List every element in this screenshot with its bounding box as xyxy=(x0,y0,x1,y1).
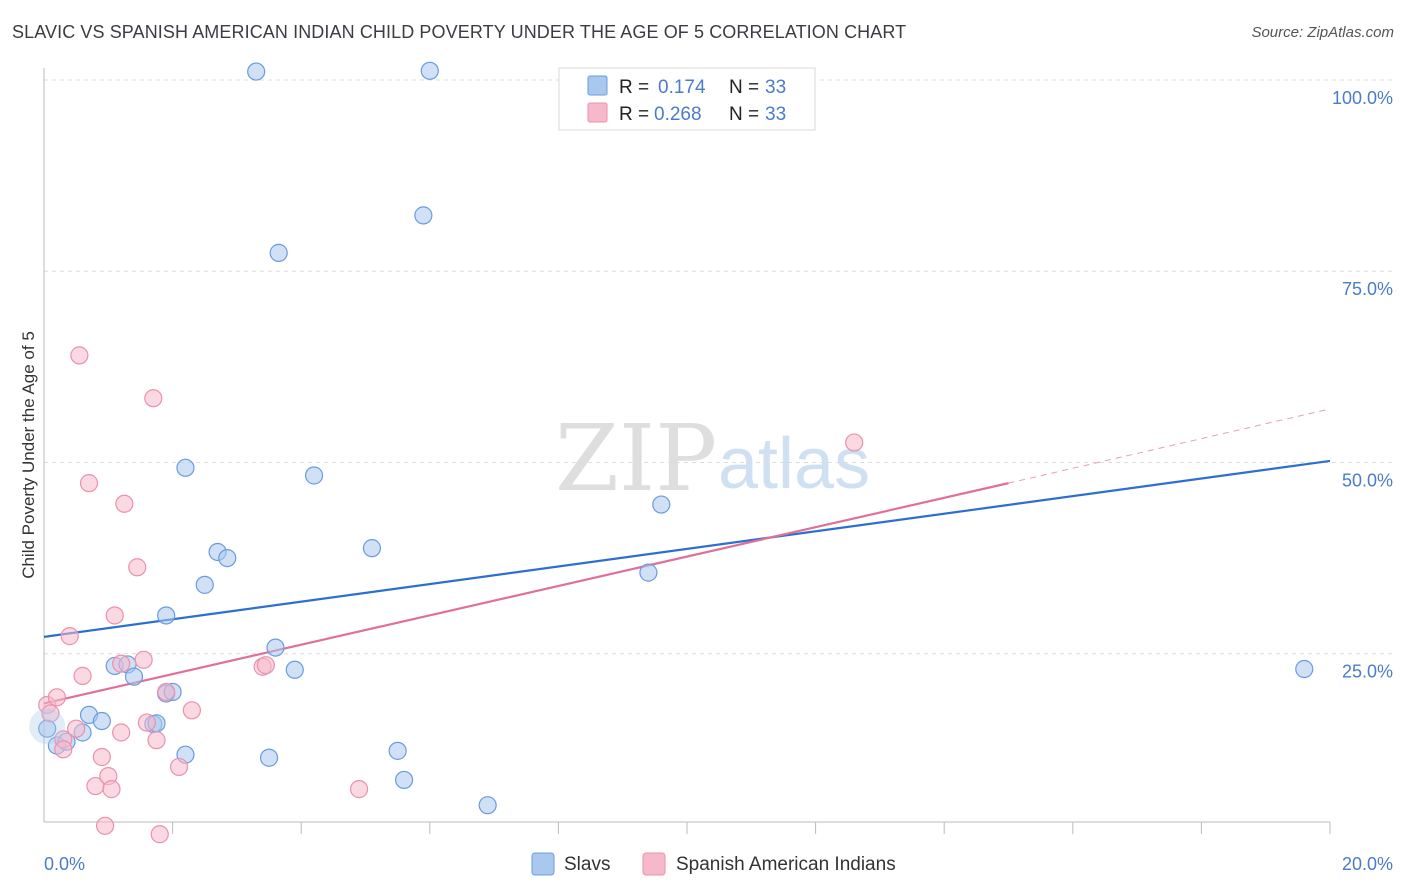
y-tick-label-1: 50.0% xyxy=(1342,470,1393,490)
point-spanish-21 xyxy=(137,713,156,732)
legend-top-n-value-spanish: 33 xyxy=(765,104,786,125)
legend-top-n-value-slavs: 33 xyxy=(765,77,786,98)
point-slavs-cluster xyxy=(29,708,66,745)
point-slavs-31 xyxy=(639,563,658,582)
point-slavs-24 xyxy=(304,466,324,485)
legend-top-swatch-spanish xyxy=(587,102,608,123)
point-spanish-16 xyxy=(112,654,131,673)
point-spanish-30 xyxy=(349,780,369,799)
x-tick-labels: 0.0% 20.0% xyxy=(44,854,1393,874)
point-slavs-16 xyxy=(195,575,214,594)
point-slavs-8 xyxy=(124,667,144,686)
point-slavs-22 xyxy=(269,243,288,262)
chart-title: SLAVIC VS SPANISH AMERICAN INDIAN CHILD … xyxy=(12,22,907,42)
point-spanish-12 xyxy=(95,816,115,835)
point-spanish-6 xyxy=(67,719,86,738)
x-tick-label-0: 0.0% xyxy=(44,854,85,874)
point-spanish-4 xyxy=(54,740,73,759)
legend-top-r-value-spanish: 0.268 xyxy=(654,104,702,125)
y-tick-label-3: 100.0% xyxy=(1332,88,1393,108)
y-tick-labels: 25.0% 50.0% 75.0% 100.0% xyxy=(1332,88,1393,682)
legend-top-r-label-spanish: R = xyxy=(619,104,649,125)
point-slavs-32 xyxy=(652,495,671,514)
legend-top-n-label-slavs: N = xyxy=(729,77,759,98)
point-spanish-8 xyxy=(73,666,92,685)
trend-lines xyxy=(43,408,1331,705)
chart-source: Source: ZipAtlas.com xyxy=(1251,24,1394,41)
point-spanish-19 xyxy=(128,558,147,577)
point-spanish-26 xyxy=(169,757,189,777)
y-axis-label: Child Poverty Under the Age of 5 xyxy=(19,331,38,579)
legend-bottom-label-spanish: Spanish American Indians xyxy=(676,854,896,875)
point-spanish-5 xyxy=(60,627,79,646)
legend-top: R = 0.174 N = 33 R = 0.268 N = 33 xyxy=(558,67,816,131)
point-spanish-31 xyxy=(845,433,864,452)
point-slavs-5 xyxy=(92,711,111,731)
point-spanish-27 xyxy=(182,701,201,720)
legend-top-r-value-slavs: 0.174 xyxy=(658,77,706,98)
point-spanish-2 xyxy=(47,688,66,707)
point-spanish-29 xyxy=(256,656,275,675)
point-slavs-18 xyxy=(218,548,237,568)
point-slavs-20 xyxy=(259,748,279,767)
point-spanish-11 xyxy=(92,747,111,767)
point-spanish-20 xyxy=(134,650,153,669)
legend-bottom: Slavs Spanish American Indians xyxy=(531,852,896,876)
legend-top-n-label-spanish: N = xyxy=(729,104,759,125)
point-spanish-22 xyxy=(144,389,163,408)
point-slavs-27 xyxy=(394,770,414,790)
point-slavs-30 xyxy=(478,796,497,815)
point-slavs-15 xyxy=(176,458,195,477)
axes xyxy=(43,68,1331,834)
legend-top-swatch-slavs xyxy=(587,75,608,96)
point-slavs-11 xyxy=(157,606,176,625)
watermark-atlas: atlas xyxy=(718,424,870,504)
watermark: ZIP atlas xyxy=(555,405,870,512)
point-spanish-7 xyxy=(70,346,89,365)
trend-line-ext-spanish xyxy=(1008,408,1331,484)
point-slavs-23 xyxy=(285,660,304,679)
point-slavs-21 xyxy=(266,638,285,657)
point-spanish-23 xyxy=(147,731,166,750)
point-spanish-18 xyxy=(115,494,134,513)
point-spanish-1 xyxy=(41,704,60,723)
y-tick-label-0: 25.0% xyxy=(1342,662,1393,682)
trend-line-spanish xyxy=(43,482,1009,705)
point-spanish-24 xyxy=(150,825,169,844)
x-tick-label-1: 20.0% xyxy=(1342,854,1393,874)
point-spanish-9 xyxy=(79,474,99,493)
legend-bottom-swatch-slavs xyxy=(531,852,555,876)
data-points xyxy=(29,61,1314,844)
point-slavs-33 xyxy=(1295,659,1314,679)
point-slavs-19 xyxy=(247,62,266,81)
legend-bottom-swatch-spanish xyxy=(642,852,666,876)
grid-lines xyxy=(44,79,1393,655)
point-slavs-25 xyxy=(362,539,382,558)
point-slavs-29 xyxy=(420,61,439,80)
point-spanish-25 xyxy=(157,682,176,702)
point-spanish-15 xyxy=(105,606,124,625)
legend-top-r-label-slavs: R = xyxy=(619,77,649,98)
point-slavs-28 xyxy=(414,206,433,225)
legend-bottom-label-slavs: Slavs xyxy=(564,854,610,875)
trend-line-slavs xyxy=(43,459,1331,638)
watermark-zip: ZIP xyxy=(555,405,717,512)
y-tick-label-2: 75.0% xyxy=(1342,279,1393,299)
point-spanish-14 xyxy=(102,780,121,799)
point-spanish-17 xyxy=(112,723,131,742)
point-slavs-26 xyxy=(388,741,407,760)
